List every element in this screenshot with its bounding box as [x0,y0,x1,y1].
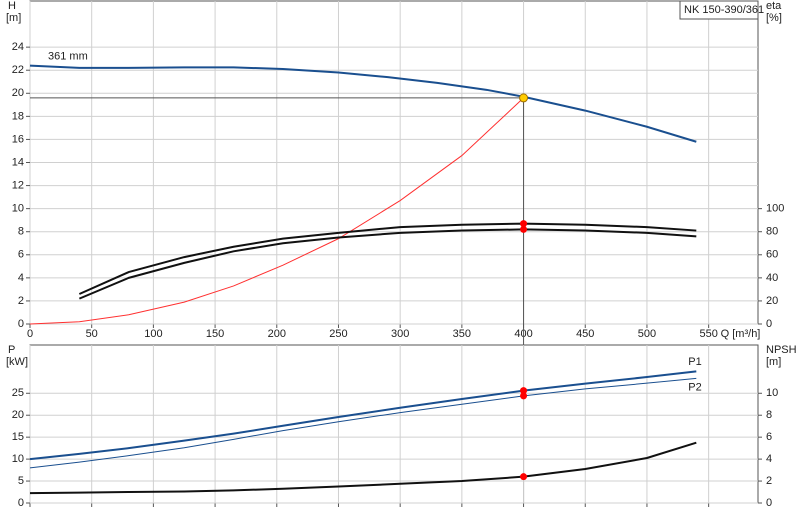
marker [520,220,528,228]
curve-annotation: 361 mm [48,51,88,63]
x-tick-label: 500 [638,328,656,340]
x-tick-label: 550 [699,328,717,340]
y-tick-label: 4 [18,272,24,284]
y-axis-label: H [8,0,16,12]
x-tick-label: 150 [206,328,224,340]
series-label: P1 [688,356,701,368]
y-tick-label: 10 [12,203,24,215]
x-tick-label: 50 [86,328,98,340]
y-tick-label: 12 [12,179,24,191]
y-tick-label: 14 [12,156,24,168]
y2-tick-label: 6 [766,431,772,443]
plot-frame [29,344,759,504]
y-tick-label: 16 [12,133,24,145]
x-axis-label: Q [m³/h] [721,328,761,340]
marker [520,225,528,233]
y2-axis-unit: [%] [766,12,782,24]
curve [29,377,697,469]
operating-point [519,93,529,103]
y2-tick-label: 40 [766,272,778,284]
x-tick-label: 200 [268,328,286,340]
y-tick-label: 20 [12,87,24,99]
y-tick-label: 0 [18,497,24,509]
y2-tick-label: 0 [766,497,772,509]
y2-tick-label: 4 [766,453,772,465]
y2-tick-label: 80 [766,226,778,238]
x-tick-label: 100 [144,328,162,340]
series-label: P2 [688,381,701,393]
pump-label-box [679,0,759,20]
y-axis-unit: [m] [6,12,21,24]
y-tick-label: 15 [12,431,24,443]
y-tick-label: 18 [12,110,24,122]
y-tick-label: 20 [12,409,24,421]
y-tick-label: 24 [12,41,24,53]
y-tick-label: 5 [18,475,24,487]
x-tick-label: 300 [391,328,409,340]
y2-tick-label: 100 [766,203,784,215]
y2-tick-label: 60 [766,249,778,261]
x-tick-label: 0 [27,328,33,340]
y2-axis-label: NPSH [766,344,797,356]
x-tick-label: 450 [576,328,594,340]
y2-tick-label: 20 [766,295,778,307]
marker [520,473,528,481]
y-tick-label: 25 [12,387,24,399]
y-tick-label: 10 [12,453,24,465]
curve [29,64,697,143]
y-tick-label: 22 [12,64,24,76]
y-tick-label: 6 [18,249,24,261]
y-tick-label: 8 [18,226,24,238]
y2-tick-label: 2 [766,475,772,487]
y-axis-unit: [kW] [6,356,28,368]
curve [29,97,524,325]
x-tick-label: 250 [329,328,347,340]
curve [29,370,697,461]
y2-axis-unit: [m] [766,356,781,368]
y2-axis-label: eta [766,0,782,12]
y2-tick-label: 8 [766,409,772,421]
pump-label: NK 150-390/361 [684,4,764,16]
curve [78,228,697,300]
y-tick-label: 2 [18,295,24,307]
y2-tick-label: 0 [766,318,772,330]
curve [29,441,697,495]
marker [520,392,528,400]
y-tick-label: 0 [18,318,24,330]
curve [78,222,697,295]
y-axis-label: P [8,344,15,356]
y2-tick-label: 10 [766,387,778,399]
x-tick-label: 350 [453,328,471,340]
marker [520,387,528,395]
